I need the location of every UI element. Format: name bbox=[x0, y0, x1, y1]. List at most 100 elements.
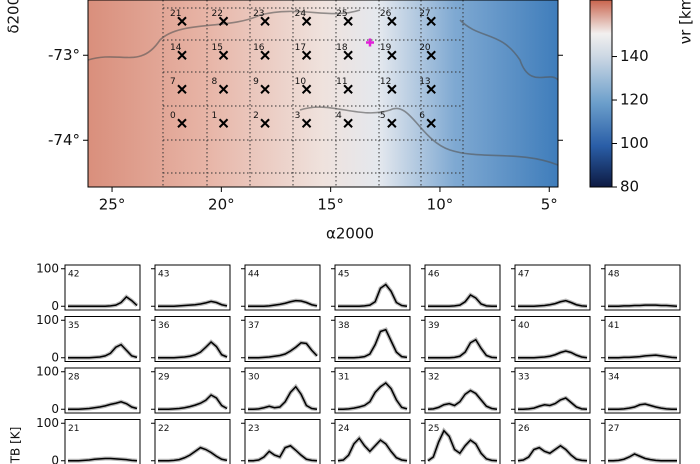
point-label: 15 bbox=[212, 43, 223, 53]
panel-label: 26 bbox=[518, 424, 530, 434]
spectrum-line bbox=[338, 283, 408, 307]
point-marker bbox=[343, 16, 353, 26]
point-label: 2 bbox=[253, 111, 259, 121]
point-marker bbox=[218, 16, 229, 26]
point-label: 16 bbox=[253, 43, 265, 53]
spectrum-line bbox=[158, 394, 228, 410]
point-marker bbox=[218, 118, 229, 128]
spectrum-line bbox=[158, 300, 228, 307]
point-marker bbox=[301, 118, 312, 128]
point-label: 1 bbox=[212, 111, 218, 121]
point-marker bbox=[301, 84, 312, 94]
spectrum-line bbox=[68, 343, 138, 359]
panel-frame bbox=[334, 367, 411, 414]
point-label: 14 bbox=[170, 43, 182, 53]
point-marker bbox=[260, 16, 270, 26]
point-marker bbox=[387, 84, 397, 94]
y-tick-label: 100 bbox=[36, 313, 59, 327]
point-label: 20 bbox=[419, 43, 431, 53]
panel-label: 48 bbox=[608, 270, 620, 280]
point-marker bbox=[218, 50, 229, 60]
point-label: 24 bbox=[295, 9, 307, 19]
point-label: 21 bbox=[170, 9, 181, 19]
point-marker bbox=[177, 50, 187, 60]
panel-label: 23 bbox=[248, 424, 259, 434]
colorbar-tick-label: 120 bbox=[620, 91, 649, 109]
spectrum-line bbox=[68, 457, 138, 462]
point-label: 18 bbox=[336, 43, 348, 53]
spectrum-line bbox=[427, 429, 498, 462]
panel-label: 24 bbox=[338, 424, 350, 434]
point-marker bbox=[426, 84, 436, 94]
panel-frame bbox=[604, 264, 681, 311]
point-label: 17 bbox=[295, 43, 306, 53]
point-marker bbox=[260, 118, 270, 128]
panel-label: 33 bbox=[518, 373, 529, 383]
spectra-y-label: TB [K] bbox=[9, 427, 23, 464]
contour bbox=[87, 9, 559, 166]
panel-frame bbox=[64, 419, 141, 464]
spectrum-line bbox=[608, 304, 678, 307]
panel-label: 31 bbox=[338, 373, 349, 383]
point-label: 23 bbox=[253, 9, 264, 19]
panel-label: 21 bbox=[68, 424, 79, 434]
colorbar-tick-label: 80 bbox=[620, 178, 639, 196]
point-marker bbox=[343, 118, 353, 128]
spectrum-line bbox=[337, 437, 408, 462]
point-marker bbox=[177, 84, 187, 94]
point-marker bbox=[387, 16, 397, 26]
spectrum-line bbox=[68, 400, 138, 410]
y-tick-label: 100 bbox=[36, 261, 59, 275]
y-axis-label: δ2000 bbox=[5, 0, 23, 34]
spectrum-line bbox=[248, 341, 318, 359]
point-marker bbox=[260, 84, 270, 94]
colorbar-label: νr [km bbox=[677, 0, 695, 44]
y-tick-label: 0 bbox=[51, 453, 59, 464]
point-marker bbox=[301, 50, 312, 60]
point-label: 0 bbox=[170, 111, 176, 121]
point-marker bbox=[177, 118, 187, 128]
point-marker bbox=[426, 16, 436, 26]
panel-label: 42 bbox=[68, 270, 79, 280]
spectrum-line bbox=[248, 444, 318, 462]
y-tick-label: -74° bbox=[48, 131, 80, 149]
y-tick-label: -73° bbox=[48, 46, 80, 64]
panel-label: 46 bbox=[428, 270, 440, 280]
spectrum-line bbox=[158, 340, 228, 359]
point-label: 19 bbox=[380, 43, 392, 53]
panel-label: 35 bbox=[68, 321, 79, 331]
point-marker bbox=[387, 118, 397, 128]
point-label: 13 bbox=[419, 77, 430, 87]
spectrum-line bbox=[158, 446, 228, 462]
point-label: 10 bbox=[295, 77, 307, 87]
point-label: 25 bbox=[336, 9, 347, 19]
point-label: 9 bbox=[253, 77, 259, 87]
point-marker bbox=[218, 84, 229, 94]
panel-label: 43 bbox=[158, 270, 169, 280]
panel-label: 29 bbox=[158, 373, 170, 383]
spectrum-line bbox=[338, 382, 408, 410]
x-tick-label: 25° bbox=[99, 196, 126, 214]
point-marker bbox=[426, 50, 436, 60]
panel-label: 34 bbox=[608, 373, 620, 383]
spectrum-line bbox=[518, 397, 588, 410]
point-marker bbox=[426, 118, 436, 128]
spectrum-line bbox=[518, 350, 588, 359]
point-label: 12 bbox=[380, 77, 391, 87]
colorbar-tick-label: 100 bbox=[620, 134, 649, 152]
panel-frame bbox=[604, 316, 681, 362]
spectrum-line bbox=[248, 385, 318, 410]
panel-label: 45 bbox=[338, 270, 349, 280]
panel-label: 41 bbox=[608, 321, 619, 331]
panel-frame bbox=[244, 419, 321, 464]
map-frame bbox=[87, 0, 559, 188]
spectrum-line bbox=[338, 328, 408, 359]
panel-label: 47 bbox=[518, 270, 529, 280]
point-label: 27 bbox=[419, 9, 430, 19]
y-tick-label: 0 bbox=[51, 350, 59, 364]
y-tick-label: 0 bbox=[51, 402, 59, 416]
panel-label: 25 bbox=[428, 424, 439, 434]
panel-label: 22 bbox=[158, 424, 169, 434]
spectrum-line bbox=[608, 403, 677, 410]
